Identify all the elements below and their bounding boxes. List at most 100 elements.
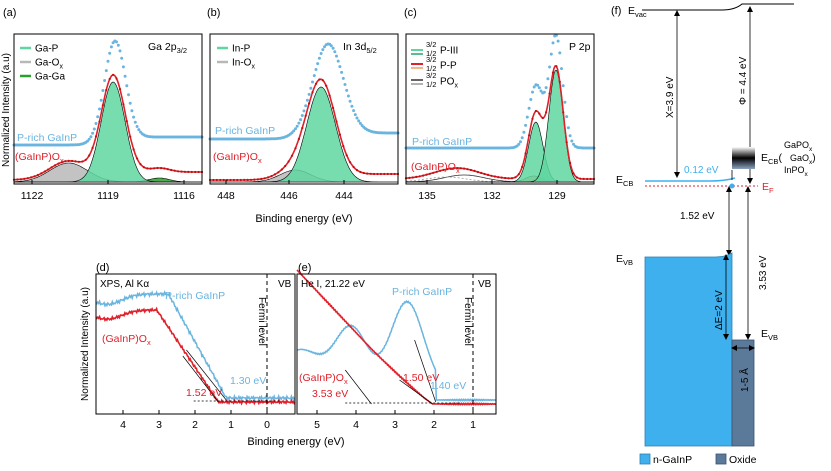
legend-p-iii-frac-top: 3/2 — [426, 40, 436, 49]
series-prich-point — [128, 101, 132, 105]
series-oxidized-point — [149, 167, 152, 170]
series-oxidized-point — [383, 172, 386, 176]
series-oxidized-point — [190, 170, 193, 174]
series-oxidized-point — [243, 178, 246, 181]
ecb-ox-label: ECB( — [761, 152, 782, 166]
tick-e-1: 4 — [353, 419, 359, 431]
series-oxidized-point — [521, 165, 524, 168]
series-oxidized-point — [359, 170, 362, 174]
series-oxidized-point — [459, 167, 462, 170]
panel-e-label-ox: (GaInP)Ox — [299, 372, 348, 386]
series-oxidized-point — [352, 165, 355, 169]
panel-e-label-prich: P-rich GaInP — [392, 286, 452, 298]
legend-oxide-swatch — [715, 453, 727, 465]
series-oxidized-point — [411, 176, 414, 179]
panel-c-label-ox: (GaInP)Ox — [411, 161, 460, 175]
series-oxidized-point — [338, 133, 341, 136]
series-prich-point — [343, 83, 347, 86]
thickness-label: 1-5 Å — [738, 368, 751, 392]
panel-c-title: P 2p — [569, 41, 591, 53]
series-oxidized-point — [355, 169, 359, 172]
series-oxidized-point — [239, 178, 242, 182]
series-prich-point — [317, 56, 321, 60]
series-prich-point — [333, 50, 337, 54]
tick-d-3: 1 — [228, 419, 234, 431]
series-oxidized-point — [586, 177, 589, 181]
series-prich-point — [531, 90, 534, 94]
series-prich-point — [561, 84, 565, 88]
panel-b-title: In 3d5/2 — [343, 41, 377, 55]
series-oxidized-point — [390, 172, 393, 176]
panel-a-legend: Ga-P Ga-Ox Ga-Ga — [20, 44, 65, 83]
series-prich-point — [519, 140, 522, 144]
tick-c-0: 135 — [418, 190, 436, 202]
series-prich-point — [517, 142, 521, 146]
thickness-arrow-heads — [731, 345, 755, 351]
series-oxidized-point — [432, 171, 435, 174]
series-prich-point — [556, 39, 560, 43]
series-oxidized-point — [166, 168, 169, 171]
tick-c-2: 129 — [548, 190, 566, 202]
series-prich-point — [316, 62, 320, 66]
series-oxidized-point — [180, 170, 183, 173]
series-prich-point — [295, 124, 299, 128]
series-prich-point — [537, 86, 541, 90]
series-prich-point — [546, 77, 550, 81]
panel-b-letter: (b) — [207, 7, 220, 19]
panel-b-label-ox: (GaInP)Ox — [213, 151, 262, 165]
series-oxidized-point — [177, 170, 180, 173]
series-oxidized-point — [422, 174, 425, 177]
series-oxidized-point — [558, 80, 561, 83]
phi-label: Φ = 4.4 eV — [738, 56, 749, 105]
panel-d-source: XPS, Al Kα — [100, 279, 149, 290]
series-oxidized-point — [379, 172, 382, 176]
panel-a-label-prich: P-rich GaInP — [17, 132, 77, 144]
legend-p-iii: P-III — [440, 46, 458, 57]
series-prich-point — [548, 65, 552, 69]
series-oxidized-point — [139, 163, 142, 166]
series-oxidized-point — [538, 112, 541, 115]
series-oxidized-point — [94, 135, 98, 138]
series-oxidized-point — [483, 172, 486, 176]
series-oxidized-point — [267, 176, 270, 179]
panel-a-fills — [13, 81, 202, 183]
series-oxidized-point — [297, 137, 300, 141]
oxide-block — [731, 339, 755, 447]
evb-label: EVB — [616, 253, 633, 267]
series-prich-point — [338, 65, 342, 69]
top-xlabel: Binding energy (eV) — [255, 213, 352, 225]
series-oxidized-point — [449, 167, 452, 170]
component-in-p — [210, 86, 398, 183]
series-oxidized-point — [575, 176, 579, 179]
panel-d-label-ox: (GaInP)Ox — [102, 333, 151, 347]
series-prich-point — [123, 74, 127, 78]
series-prich-point — [297, 121, 301, 125]
series-oxidized-point — [19, 178, 22, 181]
series-oxidized-point — [115, 77, 118, 80]
ef-label: EF — [762, 181, 774, 195]
panel-c-ticks: 135 132 129 — [418, 180, 566, 202]
series-prich-point — [321, 48, 325, 52]
series-oxidized-point — [497, 176, 500, 179]
series-prich-point — [525, 115, 529, 119]
series-oxidized-point — [551, 71, 555, 74]
ecb-gap-label: 0.12 eV — [684, 165, 719, 176]
series-oxidized-point — [569, 161, 572, 165]
series-oxidized-point — [342, 145, 345, 148]
panel-d-vb: VB — [278, 279, 292, 290]
series-prich-point — [299, 118, 303, 122]
series-oxidized-point — [273, 173, 276, 176]
series-oxidized-point — [393, 172, 396, 176]
series-oxidized-point — [142, 166, 145, 169]
tick-b-0: 448 — [217, 190, 235, 202]
series-prich-point — [563, 100, 567, 104]
series-prich-point — [544, 86, 548, 90]
series-oxidized-point — [579, 177, 582, 180]
series-prich-point — [341, 76, 345, 80]
panel-f: (f) Evac X=3.9 eV Φ = 4.4 eV ECB( GaPOx … — [611, 3, 816, 466]
legend-pox-frac-top: 3/2 — [426, 71, 436, 80]
series-oxidized-point — [57, 162, 60, 165]
series-oxidized-point — [173, 169, 176, 172]
panel-e-ticks: 5 4 3 2 1 — [314, 410, 476, 431]
series-oxidized-point — [277, 171, 280, 174]
